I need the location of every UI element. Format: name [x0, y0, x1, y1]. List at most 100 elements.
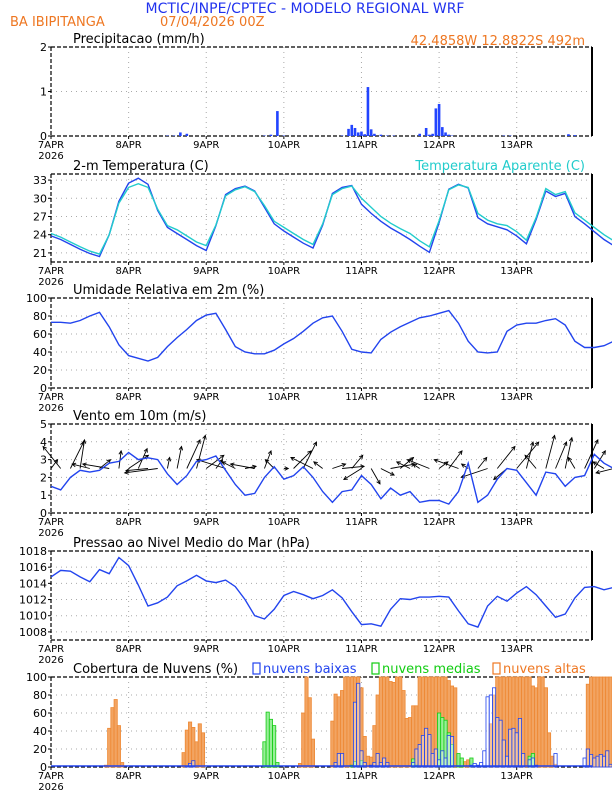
cloud-bar-high: [391, 682, 396, 768]
wind-vector: [592, 461, 605, 469]
wind-arrowhead: [395, 461, 401, 466]
wind-arrowhead: [592, 461, 598, 466]
x-tick-label: 11APR: [345, 517, 378, 528]
cloud-bar-low: [495, 717, 500, 768]
cloud-bar-low: [589, 754, 594, 768]
wind-vector: [525, 441, 534, 469]
cloud-bar-low: [414, 748, 419, 768]
cloud-bar-low: [336, 753, 341, 768]
wind-arrowhead: [360, 464, 366, 469]
legend-label: nuvens baixas: [263, 662, 357, 677]
x-year-label: 2026: [38, 403, 63, 414]
cloud-bar-high: [372, 725, 377, 768]
x-tick-label: 13APR: [500, 517, 533, 528]
cloud-bar-low: [605, 750, 610, 768]
cloud-bar-low: [501, 739, 506, 768]
wind-vector: [82, 463, 110, 469]
y-tick-label: 40: [33, 725, 47, 738]
x-year-label: 2026: [38, 528, 63, 539]
cloud-bar-high: [385, 676, 390, 768]
y-tick-label: 2: [40, 41, 47, 54]
wind-vector: [72, 463, 90, 469]
cloud-bar-high: [378, 676, 383, 768]
wind-arrowhead: [563, 441, 568, 447]
cloud-bar-low: [511, 727, 516, 768]
x-tick-label: 7APR: [38, 517, 64, 528]
cloud-bar-high: [120, 762, 125, 768]
y-tick-label: 27: [33, 210, 47, 223]
wind-vector: [221, 461, 236, 469]
y-tick-label: 40: [33, 346, 47, 359]
wind-arrowhead: [264, 458, 270, 464]
cloud-bar-low: [450, 736, 455, 768]
wind-arrowhead: [166, 456, 172, 462]
cloud-bar-high: [524, 676, 529, 768]
wind-vector: [434, 459, 459, 469]
precip-bar: [444, 132, 447, 136]
wind-vector: [564, 437, 573, 469]
precip-bar: [363, 134, 367, 136]
legend-label: nuvens altas: [503, 662, 586, 677]
x-tick-label: 7APR: [38, 140, 64, 151]
precip-bar: [366, 87, 370, 136]
cloud-bar-high: [343, 676, 348, 768]
cloud-bar-high: [188, 721, 193, 768]
series-line-velocidade: [50, 451, 612, 505]
cloud-bar-high: [382, 676, 387, 768]
wind-vector: [313, 461, 323, 469]
y-tick-label: 1014: [19, 577, 47, 590]
cloud-bar-high: [547, 732, 552, 768]
y-tick-label: 1012: [19, 594, 47, 607]
y-tick-label: 21: [33, 247, 47, 260]
y-tick-label: 20: [33, 364, 47, 377]
precip-bar: [431, 133, 434, 136]
cloud-bar-low: [385, 762, 390, 768]
wind-vector: [332, 463, 346, 469]
cloud-bar-high: [301, 712, 306, 768]
wind-vector: [584, 439, 599, 469]
x-tick-label: 10APR: [268, 644, 301, 655]
cloud-bar-high: [401, 690, 406, 768]
y-tick-label: 0: [40, 507, 47, 520]
y-tick-label: 100: [26, 292, 47, 305]
y-tick-label: 100: [26, 671, 47, 684]
y-tick-label: 1010: [19, 610, 47, 623]
wind-vector: [596, 468, 612, 474]
main-title: MCTIC/INPE/CPTEC - MODELO REGIONAL WRF: [146, 1, 465, 17]
y-tick-label: 80: [33, 689, 47, 702]
wind-arrowhead: [178, 445, 184, 451]
wind-arrowhead: [534, 441, 540, 447]
cloud-bar-high: [602, 676, 607, 768]
wind-arrowhead: [595, 469, 601, 475]
wind-arrowhead: [601, 450, 606, 455]
y-tick-label: 1: [40, 489, 47, 502]
x-tick-label: 7APR: [38, 771, 64, 782]
x-tick-label: 9APR: [193, 266, 219, 277]
precip-bar: [373, 133, 376, 136]
wind-arrowhead: [143, 447, 148, 453]
cloud-bar-low: [517, 718, 522, 768]
cloud-bar-high: [453, 687, 458, 768]
wind-arrowhead: [284, 466, 290, 471]
cloud-bar-high: [411, 705, 416, 768]
wind-vector: [496, 446, 516, 469]
cloud-bar-high: [534, 687, 539, 768]
panel-title: Vento em 10m (m/s): [73, 409, 206, 424]
x-tick-label: 9APR: [193, 392, 219, 403]
y-tick-label: 33: [33, 174, 47, 187]
legend-swatch: [252, 662, 261, 675]
cloud-bar-low: [375, 753, 380, 768]
cloud-bar-high: [395, 676, 400, 768]
cloud-bar-high: [200, 732, 206, 768]
precip-bar: [360, 131, 363, 136]
wind-vector: [293, 450, 312, 469]
x-tick-label: 12APR: [423, 644, 456, 655]
cloud-bar-low: [446, 735, 451, 768]
wind-vector: [555, 441, 567, 469]
cloud-bar-low: [356, 682, 361, 768]
wind-vector: [50, 459, 58, 469]
y-tick-label: 3: [40, 454, 47, 467]
wind-vector: [128, 454, 149, 469]
cloud-bar-high: [113, 699, 118, 768]
cloud-bar-high: [404, 718, 409, 768]
